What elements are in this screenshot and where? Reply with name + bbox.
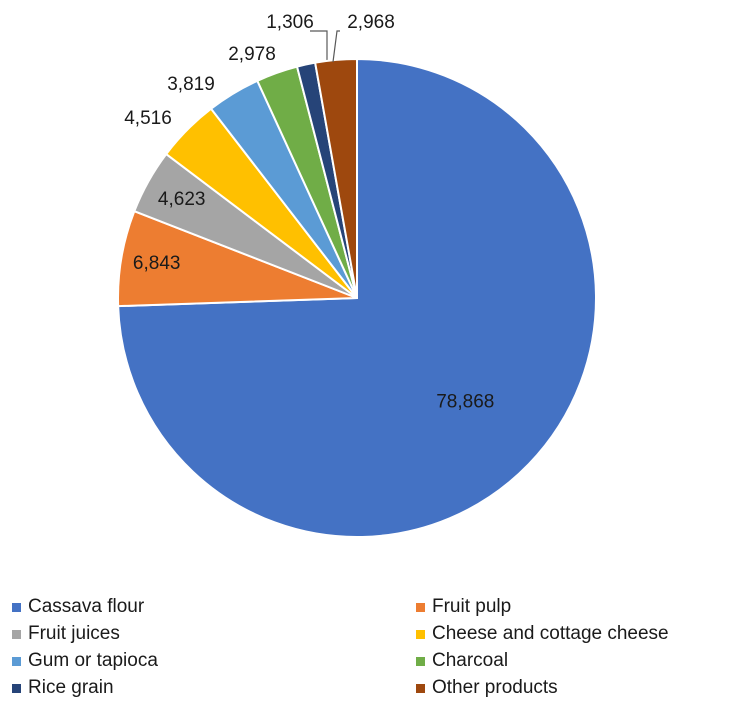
leader-line-rice-grain	[310, 30, 328, 62]
legend-label-gum-or-tapioca: Gum or tapioca	[28, 650, 158, 671]
pie-chart: 78,868 6,843 4,623 4,516 3,819 2,978 1,306 2,96…	[117, 12, 597, 538]
data-label-other-products: 2,968	[347, 12, 395, 33]
legend-label-fruit-pulp: Fruit pulp	[432, 596, 512, 617]
legend-item-rice-grain: Rice grain	[12, 675, 114, 701]
legend-swatch-charcoal	[416, 656, 425, 666]
slice-other-products	[313, 57, 358, 299]
legend-swatch-cassava-flour	[12, 602, 21, 612]
legend-label-charcoal: Charcoal	[432, 650, 509, 671]
legend-swatch-fruit-pulp	[416, 602, 425, 612]
legend-swatch-other-products	[416, 683, 425, 693]
legend-label-cheese: Cheese and cottage cheese	[432, 623, 669, 644]
legend-label-cassava-flour: Cassava flour	[28, 596, 145, 617]
legend-item-cheese: Cheese and cottage cheese	[416, 621, 669, 647]
legend-item-charcoal: Charcoal	[416, 648, 508, 674]
legend-item-fruit-juices: Fruit juices	[12, 621, 120, 647]
legend-label-rice-grain: Rice grain	[28, 677, 114, 698]
legend-item-fruit-pulp: Fruit pulp	[416, 594, 511, 620]
legend-swatch-fruit-juices	[12, 629, 21, 639]
data-label-charcoal: 2,978	[228, 44, 276, 65]
legend-swatch-rice-grain	[12, 683, 21, 693]
data-label-rice-grain: 1,306	[266, 12, 314, 33]
leader-line-other-products	[332, 30, 340, 63]
legend-swatch-gum-or-tapioca	[12, 656, 21, 666]
data-label-cassava-flour: 78,868	[436, 392, 494, 413]
legend-label-other-products: Other products	[432, 677, 558, 698]
legend-label-fruit-juices: Fruit juices	[28, 623, 120, 644]
data-label-gum-or-tapioca: 3,819	[167, 74, 215, 95]
data-label-cheese-and-cottage-cheese: 4,516	[124, 108, 172, 129]
data-label-fruit-juices: 4,623	[158, 189, 206, 210]
data-label-fruit-pulp: 6,843	[133, 253, 181, 274]
legend-item-other-products: Other products	[416, 675, 558, 701]
legend-swatch-cheese	[416, 629, 425, 639]
legend-item-gum-or-tapioca: Gum or tapioca	[12, 648, 158, 674]
legend-item-cassava-flour: Cassava flour	[12, 594, 144, 620]
